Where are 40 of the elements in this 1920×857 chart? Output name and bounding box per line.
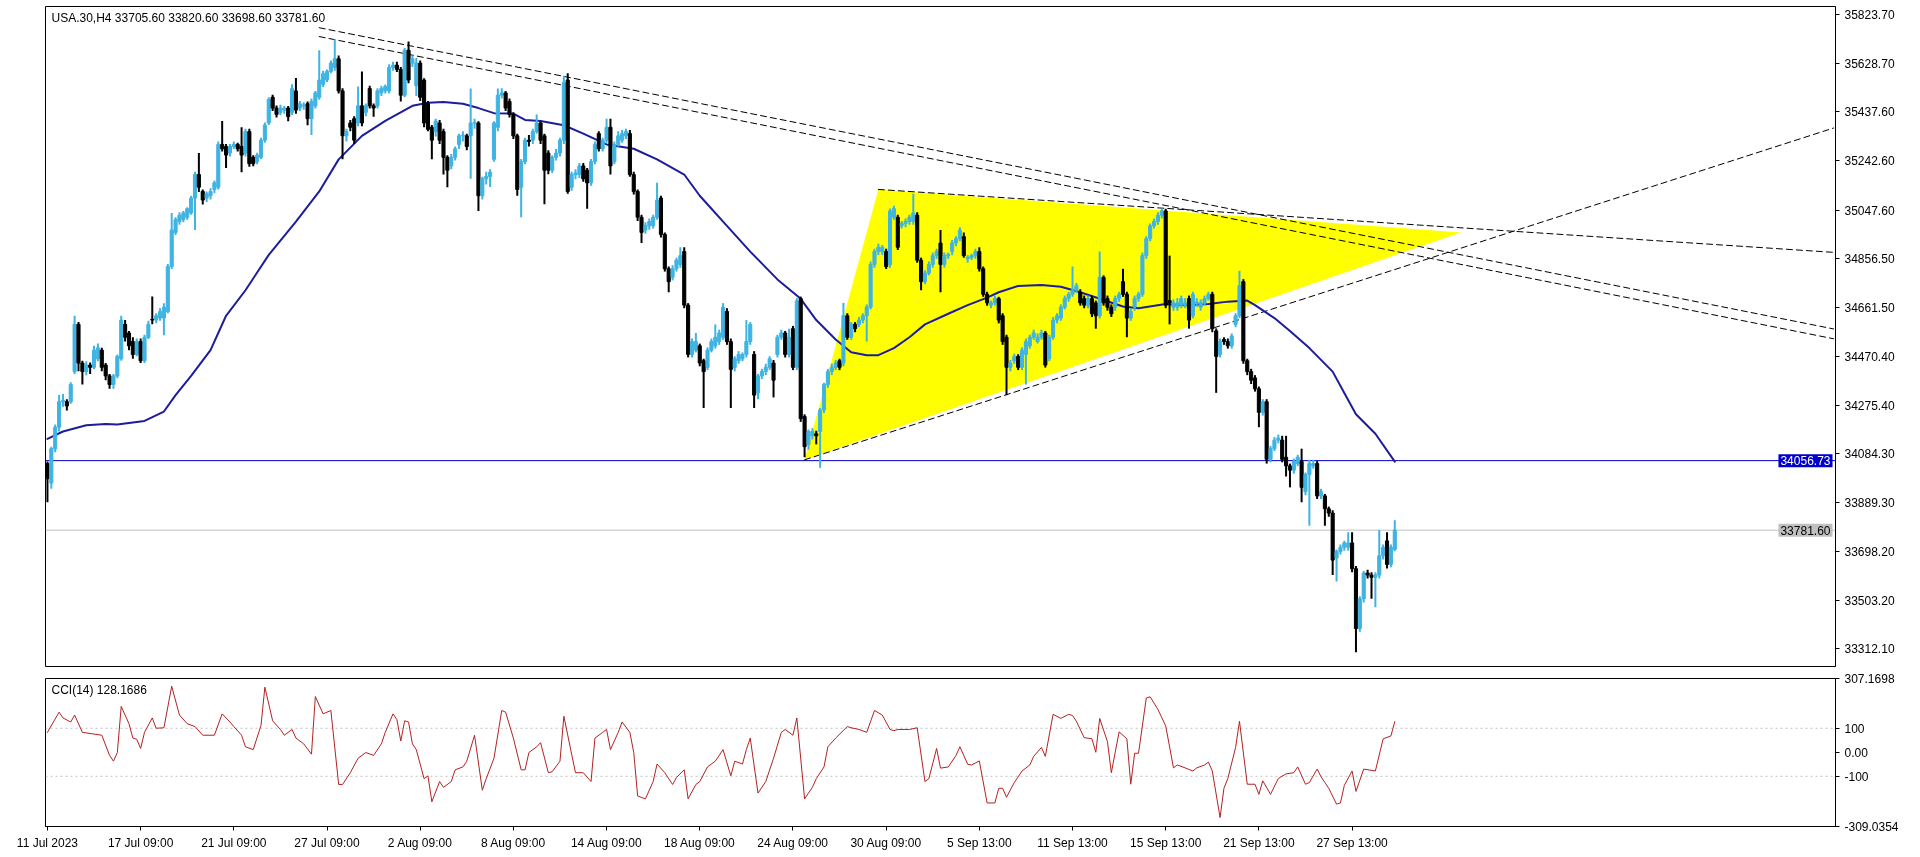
x-tick-label: 15 Sep 13:00 [1130,835,1202,850]
x-tick-label: 8 Aug 09:00 [481,835,546,850]
y-tick-label: 35242.60 [1844,154,1895,169]
y-tick-label: 307.1698 [1844,672,1895,686]
y-tick-label: -309.0354 [1844,820,1899,834]
x-tick-label: 17 Jul 09:00 [107,835,174,850]
x-tick-label: 11 Jul 2023 [16,835,79,850]
x-tick-label: 24 Aug 09:00 [757,835,829,850]
y-tick-label: 34856.50 [1844,252,1895,267]
y-tick-label: 35437.60 [1844,105,1895,120]
y-tick-label: 0.00 [1844,745,1869,760]
y-tick-label: 34661.50 [1844,301,1895,316]
y-tick-label: 100 [1844,721,1865,736]
line-series [46,685,1396,819]
x-tick-label: 18 Aug 09:00 [664,835,736,850]
x-tick-label: 27 Sep 13:00 [1316,835,1389,850]
y-tick-label: 33698.20 [1844,544,1895,559]
x-tick-label: 14 Aug 09:00 [570,835,642,850]
y-tick-label: 35823.70 [1844,7,1895,22]
y-tick-label: 33503.20 [1844,594,1895,608]
x-tick-label: 21 Sep 13:00 [1223,835,1295,850]
y-tick-label: 35628.70 [1844,56,1895,71]
ref-line-label: 34056.73 [1780,454,1831,469]
y-tick-label: 33889.30 [1844,496,1895,511]
line-series [46,101,1396,463]
chart-title: CCI(14) 128.1686 [51,682,148,697]
y-tick-label: 35047.60 [1844,203,1895,218]
x-tick-label: 21 Jul 09:00 [201,835,267,850]
x-tick-label: 27 Jul 09:00 [294,835,361,850]
x-tick-label: 30 Aug 09:00 [850,835,922,850]
x-tick-label: 2 Aug 09:00 [387,835,453,850]
x-tick-label: 11 Sep 13:00 [1037,835,1109,850]
y-tick-label: 34275.40 [1844,398,1895,413]
y-tick-label: -100 [1844,769,1869,784]
y-tick-label: 33312.10 [1844,642,1895,657]
y-tick-label: 34470.40 [1844,349,1895,364]
chart-title: USA.30,H4 33705.60 33820.60 33698.60 33781.60 [51,10,326,25]
x-tick-label: 5 Sep 13:00 [946,835,1013,850]
y-tick-label: 34084.30 [1844,447,1895,462]
ref-line-label: 33781.60 [1780,523,1831,538]
